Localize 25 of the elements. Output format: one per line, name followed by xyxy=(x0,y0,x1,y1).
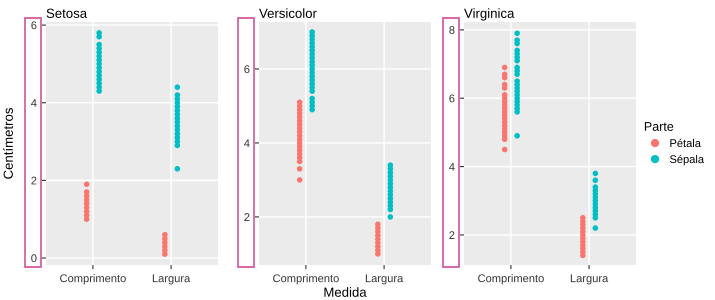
y-tick-label: 0 xyxy=(31,254,37,262)
y-tick-label: 4 xyxy=(449,162,455,171)
chart-title: Versicolor xyxy=(259,8,317,18)
y-tick-label: 6 xyxy=(449,94,454,102)
y-tick-label: 4 xyxy=(244,139,250,147)
y-axis-title: Centímetros xyxy=(3,108,13,179)
x-tick-label: Comprimento xyxy=(60,274,126,284)
y-tick-label: 2 xyxy=(449,231,454,239)
y-tick-label: 8 xyxy=(449,26,454,34)
x-tick-label: Largura xyxy=(366,274,404,284)
x-tick-label: Comprimento xyxy=(273,274,339,284)
legend-label: Pétala xyxy=(670,138,701,148)
y-tick-label: 2 xyxy=(244,213,250,221)
legend-label: Sépala xyxy=(670,154,704,166)
x-axis-title: Medida xyxy=(324,287,367,297)
chart-title: Setosa xyxy=(46,8,88,18)
y-tick-label: 6 xyxy=(244,65,250,74)
x-tick-label: Largura xyxy=(570,274,608,284)
x-tick-label: Comprimento xyxy=(478,274,544,284)
y-tick-label: 6 xyxy=(31,21,36,30)
chart-title: Virginica xyxy=(464,8,514,21)
y-tick-label: 2 xyxy=(31,176,36,184)
x-tick-label: Largura xyxy=(152,274,190,284)
legend-title: Parte xyxy=(644,122,674,131)
y-tick-label: 4 xyxy=(31,99,37,107)
